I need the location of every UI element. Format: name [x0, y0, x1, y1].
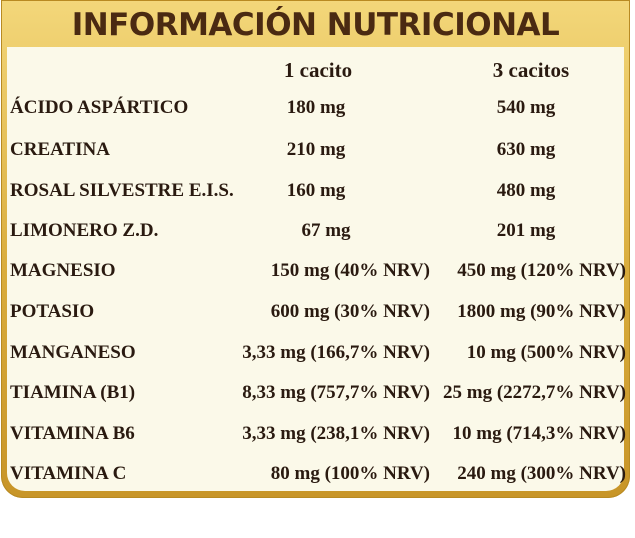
nutrient-name: ÁCIDO ASPÁRTICO	[10, 97, 189, 118]
header-1-cacito: 1 cacito	[283, 58, 353, 82]
value-3-cacitos: 10 mg (500% NRV)	[466, 342, 626, 363]
nutrient-name: TIAMINA (B1)	[10, 382, 136, 403]
nutrition-panel: INFORMACIÓN NUTRICIONAL 1 cacito 3 cacit…	[1, 0, 630, 498]
value-3-cacitos: 450 mg (120% NRV)	[457, 260, 626, 281]
value-3-cacitos: 25 mg (2272,7% NRV)	[443, 382, 626, 403]
header-3-cacitos: 3 cacitos	[492, 58, 570, 82]
value-1-cacito: 150 mg (40% NRV)	[270, 260, 430, 281]
table-background	[7, 47, 624, 491]
table-row: ROSAL SILVESTRE E.I.S. 160 mg 480 mg	[1, 175, 630, 207]
table-row: VITAMINA C 80 mg (100% NRV) 240 mg (300%…	[1, 458, 630, 490]
nutrient-name: ROSAL SILVESTRE E.I.S.	[10, 180, 234, 201]
value-1-cacito: 3,33 mg (166,7% NRV)	[242, 342, 430, 363]
table-row: VITAMINA B6 3,33 mg (238,1% NRV) 10 mg (…	[1, 418, 630, 450]
value-1-cacito: 210 mg	[286, 139, 346, 160]
value-1-cacito: 3,33 mg (238,1% NRV)	[242, 423, 430, 444]
value-3-cacitos: 10 mg (714,3% NRV)	[452, 423, 626, 444]
panel-title: INFORMACIÓN NUTRICIONAL	[71, 7, 560, 43]
value-3-cacitos: 1800 mg (90% NRV)	[457, 301, 626, 322]
nutrient-name: POTASIO	[10, 301, 95, 322]
value-1-cacito: 160 mg	[286, 180, 346, 201]
value-1-cacito: 80 mg (100% NRV)	[270, 463, 430, 484]
table-row: MANGANESO 3,33 mg (166,7% NRV) 10 mg (50…	[1, 337, 630, 369]
value-3-cacitos: 630 mg	[496, 139, 556, 160]
value-1-cacito: 8,33 mg (757,7% NRV)	[242, 382, 430, 403]
nutrient-name: MANGANESO	[10, 342, 136, 363]
nutrient-name: LIMONERO Z.D.	[10, 220, 159, 241]
table-row: LIMONERO Z.D. 67 mg 201 mg	[1, 215, 630, 247]
table-row: ÁCIDO ASPÁRTICO 180 mg 540 mg	[1, 92, 630, 124]
value-1-cacito: 600 mg (30% NRV)	[270, 301, 430, 322]
table-row: MAGNESIO 150 mg (40% NRV) 450 mg (120% N…	[1, 255, 630, 287]
value-3-cacitos: 540 mg	[496, 97, 556, 118]
table-row: POTASIO 600 mg (30% NRV) 1800 mg (90% NR…	[1, 296, 630, 328]
nutrient-name: VITAMINA C	[10, 463, 127, 484]
nutrient-name: CREATINA	[10, 139, 110, 160]
value-1-cacito: 180 mg	[286, 97, 346, 118]
value-3-cacitos: 480 mg	[496, 180, 556, 201]
value-3-cacitos: 201 mg	[496, 220, 556, 241]
table-row: TIAMINA (B1) 8,33 mg (757,7% NRV) 25 mg …	[1, 377, 630, 409]
nutrient-name: MAGNESIO	[10, 260, 116, 281]
table-row: CREATINA 210 mg 630 mg	[1, 134, 630, 166]
value-1-cacito: 67 mg	[301, 220, 351, 241]
value-3-cacitos: 240 mg (300% NRV)	[457, 463, 626, 484]
nutrient-name: VITAMINA B6	[10, 423, 135, 444]
